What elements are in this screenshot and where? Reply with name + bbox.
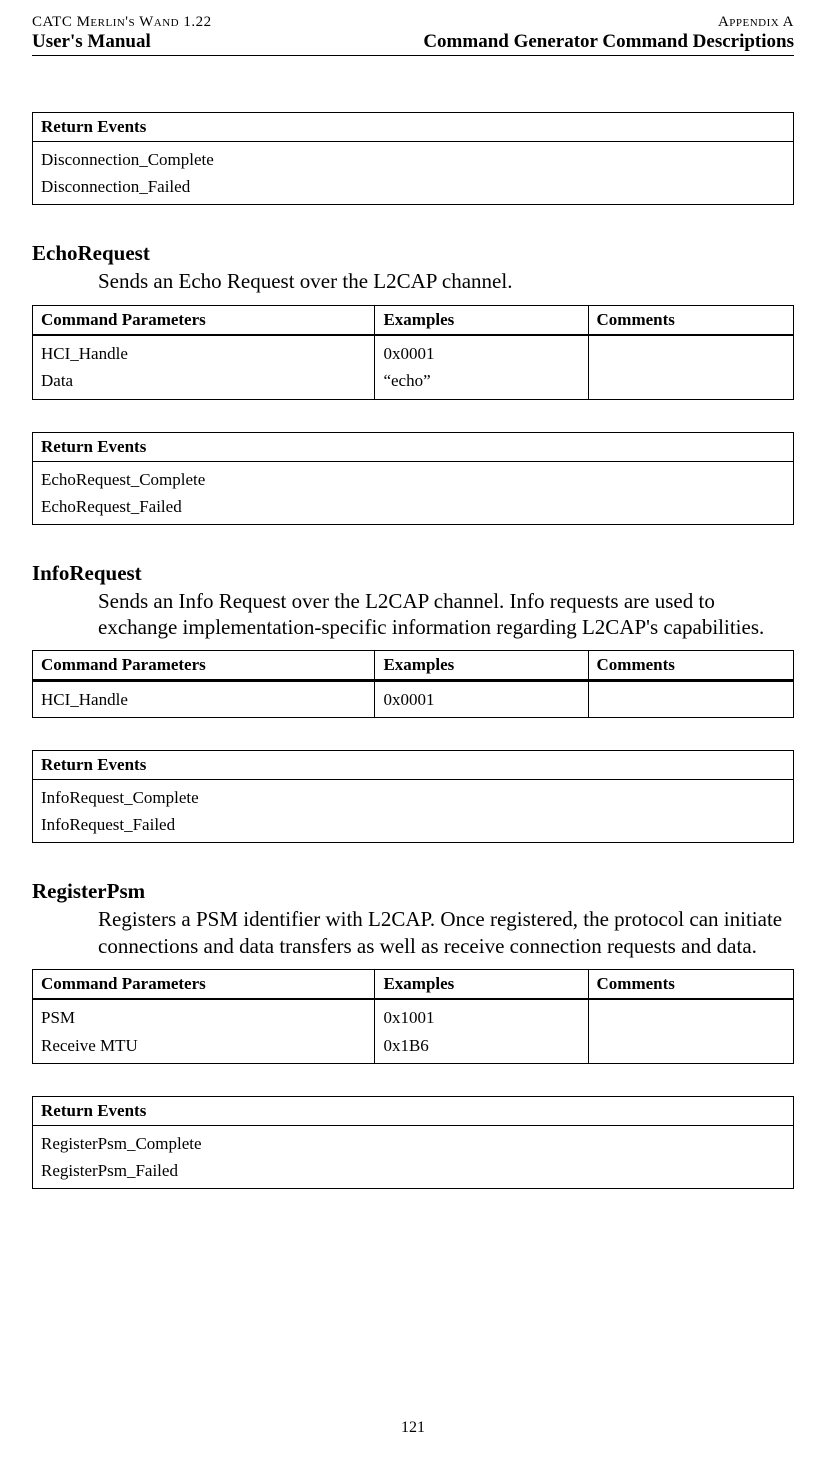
col-header-params: Command Parameters [33, 969, 375, 998]
col-header-examples: Examples [375, 305, 588, 334]
example-row: 0x0001 [383, 340, 579, 367]
param-row: Data [41, 367, 366, 394]
example-row: 0x0001 [383, 686, 579, 713]
page-number: 121 [0, 1419, 826, 1437]
header-manual: User's Manual [32, 31, 151, 53]
inforequest-events-table: Return Events InfoRequest_Complete InfoR… [32, 750, 794, 843]
comments-cell [588, 336, 793, 399]
inforequest-section: InfoRequest Sends an Info Request over t… [32, 561, 794, 844]
command-description: Sends an Info Request over the L2CAP cha… [98, 588, 794, 641]
example-row: “echo” [383, 367, 579, 394]
running-header-row2: User's Manual Command Generator Command … [32, 31, 794, 56]
event-row: EchoRequest_Failed [41, 493, 785, 520]
command-name: InfoRequest [32, 561, 794, 586]
header-product: CATC Merlin's Wand 1.22 [32, 14, 212, 31]
event-row: Disconnection_Complete [41, 146, 785, 173]
return-events-header: Return Events [33, 113, 794, 142]
param-row: HCI_Handle [41, 686, 366, 713]
echorequest-section: EchoRequest Sends an Echo Request over t… [32, 241, 794, 525]
echorequest-events-table: Return Events EchoRequest_Complete EchoR… [32, 432, 794, 525]
event-cell: InfoRequest_Complete InfoRequest_Failed [33, 780, 794, 843]
col-header-comments: Comments [588, 651, 793, 680]
event-row: RegisterPsm_Failed [41, 1157, 785, 1184]
event-cell: EchoRequest_Complete EchoRequest_Failed [33, 461, 794, 524]
example-row: 0x1001 [383, 1004, 579, 1031]
event-cell: RegisterPsm_Complete RegisterPsm_Failed [33, 1125, 794, 1188]
col-header-examples: Examples [375, 969, 588, 998]
param-cell: HCI_Handle Data [33, 336, 375, 399]
param-row: Receive MTU [41, 1032, 366, 1059]
example-cell: 0x0001 [375, 682, 588, 718]
param-cell: PSM Receive MTU [33, 1000, 375, 1063]
return-events-header: Return Events [33, 432, 794, 461]
header-appendix: Appendix A [718, 14, 794, 31]
param-row: PSM [41, 1004, 366, 1031]
event-row: EchoRequest_Complete [41, 466, 785, 493]
col-header-params: Command Parameters [33, 651, 375, 680]
return-events-header: Return Events [33, 751, 794, 780]
event-row: InfoRequest_Complete [41, 784, 785, 811]
command-name: RegisterPsm [32, 879, 794, 904]
event-row: RegisterPsm_Complete [41, 1130, 785, 1157]
inforequest-param-table: Command Parameters Examples Comments HCI… [32, 650, 794, 718]
echorequest-param-table: Command Parameters Examples Comments HCI… [32, 305, 794, 400]
running-header-row1: CATC Merlin's Wand 1.22 Appendix A [32, 14, 794, 31]
example-cell: 0x1001 0x1B6 [375, 1000, 588, 1063]
command-description: Registers a PSM identifier with L2CAP. O… [98, 906, 794, 959]
command-description: Sends an Echo Request over the L2CAP cha… [98, 268, 794, 294]
param-row: HCI_Handle [41, 340, 366, 367]
header-section-title: Command Generator Command Descriptions [423, 31, 794, 53]
registerpsm-section: RegisterPsm Registers a PSM identifier w… [32, 879, 794, 1189]
example-cell: 0x0001 “echo” [375, 336, 588, 399]
return-events-table-disconnection: Return Events Disconnection_Complete Dis… [32, 112, 794, 205]
example-row: 0x1B6 [383, 1032, 579, 1059]
param-cell: HCI_Handle [33, 682, 375, 718]
col-header-comments: Comments [588, 969, 793, 998]
col-header-comments: Comments [588, 305, 793, 334]
registerpsm-param-table: Command Parameters Examples Comments PSM… [32, 969, 794, 1064]
col-header-params: Command Parameters [33, 305, 375, 334]
event-cell: Disconnection_Complete Disconnection_Fai… [33, 142, 794, 205]
col-header-examples: Examples [375, 651, 588, 680]
registerpsm-events-table: Return Events RegisterPsm_Complete Regis… [32, 1096, 794, 1189]
top-return-events-block: Return Events Disconnection_Complete Dis… [32, 112, 794, 205]
comments-cell [588, 1000, 793, 1063]
comments-cell [588, 682, 793, 718]
return-events-header: Return Events [33, 1096, 794, 1125]
event-row: Disconnection_Failed [41, 173, 785, 200]
event-row: InfoRequest_Failed [41, 811, 785, 838]
command-name: EchoRequest [32, 241, 794, 266]
